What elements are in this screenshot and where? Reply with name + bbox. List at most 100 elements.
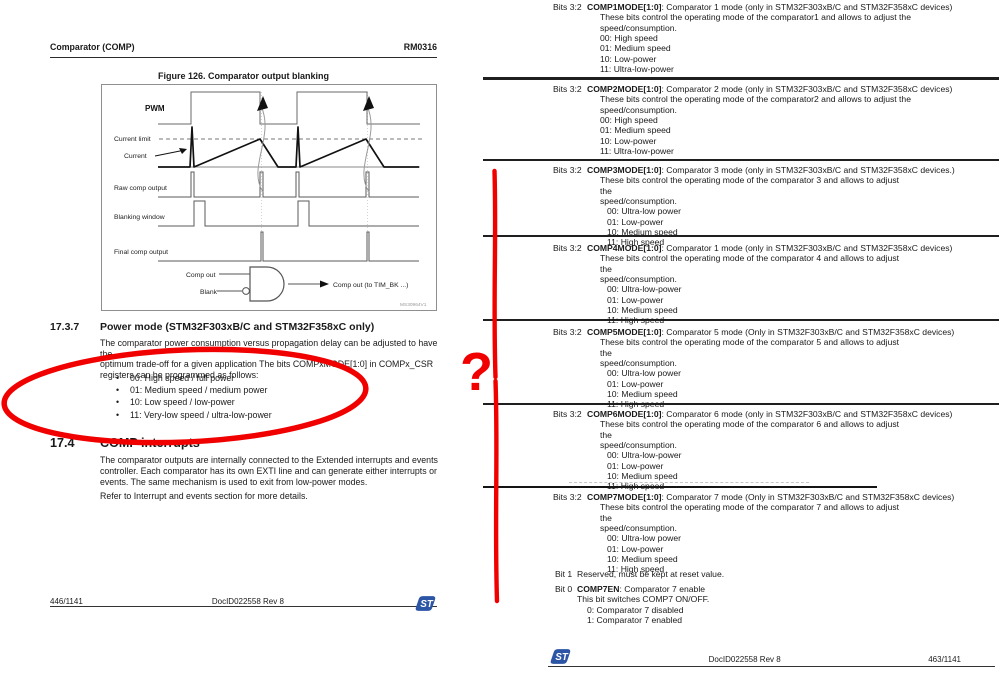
bullet-icon: • [116, 409, 120, 420]
paragraph-line: events. The same mechanism is used to ex… [100, 476, 368, 487]
page-header: Comparator (COMP) RM0316 [50, 42, 437, 58]
bitfield-name: COMP3MODE[1:0] [587, 165, 662, 175]
page-footer-left: 446/1141 DocID022558 Rev 8 ST [50, 590, 437, 611]
bitfield-value: 11: Ultra-low-power [600, 146, 674, 157]
and-gate [249, 266, 285, 302]
inverter-bubble [242, 287, 250, 295]
bullet-icon: • [116, 385, 120, 396]
figure-title: Figure 126. Comparator output blanking [157, 71, 329, 81]
bitfield-comp1mode: Bits 3:2 COMP1MODE[1:0]: Comparator 1 mo… [485, 2, 999, 74]
bit-range-label: Bits 3:2 [553, 165, 582, 175]
field-separator [483, 403, 999, 405]
field-separator [483, 159, 999, 161]
power-mode-bullet-list: • 00: High speed / full power • 01: Medi… [100, 372, 445, 421]
callout-arrowhead-2 [363, 96, 374, 111]
bitfield-title: : Comparator 6 mode (only in STM32F303xB… [661, 409, 953, 419]
section-17-3-7-heading: 17.3.7 Power mode (STM32F303xB/C and STM… [50, 321, 450, 333]
bitfield-desc-line: These bits control the operating mode of… [600, 94, 911, 105]
bitfield-value: 11: High speed [607, 564, 665, 575]
bitfield-value: 10: Medium speed [607, 389, 678, 400]
bitfield-value: 00: Ultra-low power [607, 206, 682, 217]
figure-126-diagram: PWM Current limit Current Raw comp outpu… [101, 84, 437, 311]
field-separator [483, 77, 999, 80]
list-item-text: 01: Medium speed / medium power [130, 385, 268, 396]
header-doc-ref: RM0316 [403, 42, 437, 52]
bitfield-value: 00: Ultra-low-power [607, 284, 682, 295]
bitfield-value: 11: High speed [607, 399, 665, 410]
bitfield-desc-line: speed/consumption. [600, 440, 677, 451]
st-logo-text: ST [555, 652, 568, 663]
bullet-icon: • [116, 373, 120, 383]
gate-output-arrowhead [320, 280, 329, 288]
st-logo-icon: ST [415, 596, 436, 611]
bitfield-value: 01: Low-power [607, 543, 664, 554]
bitfield-value: 10: Medium speed [607, 227, 678, 238]
bitfield-title: : Comparator 7 enable [619, 584, 706, 594]
bitfield-desc-line: speed/consumption. [600, 358, 677, 369]
figure-watermark: MS30964V1 [400, 302, 427, 308]
bitfield-value: 01: Low-power [607, 378, 664, 389]
list-item: • 00: High speed / full power [100, 372, 445, 384]
section-title: COMP interrupts [100, 436, 200, 450]
bitfield-desc-line: These bits control the operating mode of… [600, 175, 900, 196]
footer-doc-id: DocID022558 Rev 8 [211, 597, 284, 606]
bit-range-label: Bit 0 [555, 584, 573, 594]
interrupts-refer-note: Refer to Interrupt and events section fo… [100, 491, 445, 502]
page-footer-right: ST DocID022558 Rev 8 463/1141 [548, 645, 995, 667]
bitfield-title: : Comparator 2 mode (only in STM32F303xB… [661, 84, 953, 94]
bitfield-desc-line: speed/consumption. [600, 196, 677, 207]
bitfield-name: COMP7EN [577, 584, 620, 594]
bit-range-label: Bits 3:2 [553, 243, 582, 253]
bitfield-value: 00: Ultra-low power [607, 533, 682, 544]
bitfield-desc-line: These bits control the operating mode of… [600, 337, 900, 358]
bitfield-value: 11: Ultra-low-power [600, 64, 674, 75]
gate-output-label: Comp out (to TIM_BK ...) [333, 282, 408, 289]
raw-comp-output-label: Raw comp output [114, 185, 167, 192]
bitfield-name: COMP4MODE[1:0] [587, 243, 662, 253]
bitfield-title: : Comparator 1 mode (only in STM32F303xB… [661, 2, 953, 12]
current-label: Current [124, 153, 147, 160]
list-item-text: 11: Very-low speed / ultra-low-power [130, 409, 272, 420]
bitfield-name: COMP5MODE[1:0] [587, 327, 662, 337]
bitfield-desc-line: These bits control the operating mode of… [600, 12, 911, 23]
current-arrowhead [179, 148, 187, 154]
bitfield-comp7en: Bit 0 COMP7EN: Comparator 7 enable This … [485, 584, 999, 625]
bitfield-value: 11: High speed [607, 237, 665, 248]
bitfield-value: 1: Comparator 7 enabled [587, 615, 683, 626]
bit-range-label: Bits 3:2 [553, 409, 582, 419]
bitfield-value: 10: Medium speed [607, 554, 678, 565]
paragraph-line: The comparator outputs are internally co… [100, 455, 438, 465]
bitfield-desc-line: speed/consumption. [600, 104, 677, 115]
bitfield-desc-line: speed/consumption. [600, 274, 677, 285]
bitfield-title: : Comparator 5 mode (Only in STM32F303xB… [661, 327, 955, 337]
bitfield-text: Reserved, must be kept at reset value. [577, 569, 725, 579]
bullet-icon: • [116, 397, 120, 408]
bitfield-value: 01: Low-power [607, 460, 664, 471]
bitfield-comp5mode: Bits 3:2 COMP5MODE[1:0]: Comparator 5 mo… [485, 327, 999, 410]
bitfield-value: 11: High speed [607, 481, 665, 492]
blank-label: Blank [200, 289, 218, 296]
bit-range-label: Bits 3:2 [553, 2, 582, 12]
bit-range-label: Bit 1 [555, 569, 573, 579]
bitfield-name: COMP6MODE[1:0] [587, 409, 662, 419]
bitfield-name: COMP2MODE[1:0] [587, 84, 662, 94]
bitfield-value: 10: Low-power [600, 53, 657, 64]
bitfield-name: COMP7MODE[1:0] [587, 492, 662, 502]
paragraph-line: controller. Each comparator has its own … [100, 465, 437, 476]
bitfield-title: : Comparator 3 mode (only in STM32F303xB… [661, 165, 955, 175]
blanking-window-label: Blanking window [114, 214, 165, 221]
bitfield-value: 10: Medium speed [607, 471, 678, 482]
field-separator [483, 235, 999, 237]
list-item: • 01: Medium speed / medium power [100, 384, 445, 396]
current-limit-label: Current limit [114, 136, 151, 143]
bitfield-name: COMP1MODE[1:0] [587, 2, 662, 12]
bitfield-value: 01: Low-power [607, 294, 664, 305]
bitfield-desc-line: This bit switches COMP7 ON/OFF. [577, 594, 710, 605]
section-title: Power mode (STM32F303xB/C and STM32F358x… [100, 321, 375, 333]
interrupts-paragraph: The comparator outputs are internally co… [100, 455, 445, 487]
pwm-label: PWM [145, 104, 165, 113]
section-number: 17.4 [50, 436, 75, 450]
paragraph-line: optimum trade-off for a given applicatio… [100, 359, 434, 370]
bitfield-value: 00: High speed [600, 33, 658, 44]
